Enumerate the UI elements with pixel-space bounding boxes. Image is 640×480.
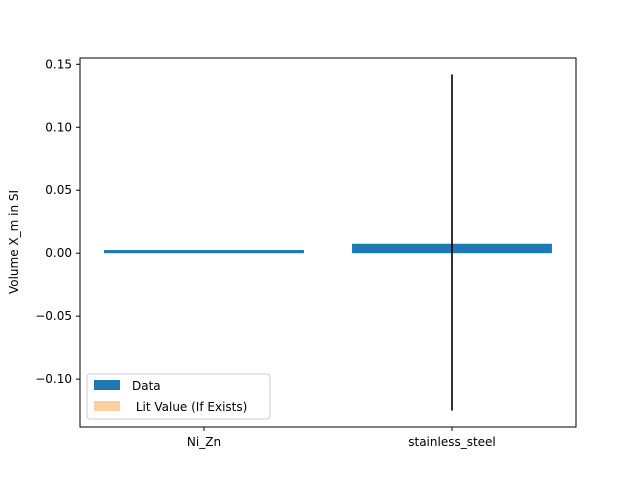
legend-frame <box>86 373 271 420</box>
y-tick-label: 0.05 <box>45 183 72 197</box>
bars-layer <box>104 243 552 254</box>
legend-label-lit-value: Lit Value (If Exists) <box>132 400 247 414</box>
y-tick-label: 0.00 <box>45 246 72 260</box>
y-axis-label: Volume X_m in SI <box>7 190 21 294</box>
plot-frame <box>79 57 577 428</box>
y-tick-label: 0.15 <box>45 57 72 71</box>
bar-data-ni-zn <box>104 250 304 254</box>
x-axis: Ni_Zn stainless_steel <box>187 427 496 449</box>
x-tick-label: stainless_steel <box>408 435 496 449</box>
x-tick-label: Ni_Zn <box>187 435 221 449</box>
legend-label-data: Data <box>132 379 161 393</box>
legend-swatch-lit-value <box>94 401 120 411</box>
y-tick-label: 0.10 <box>45 120 72 134</box>
y-axis: −0.10 −0.05 0.00 0.05 0.10 0.15 <box>35 57 80 386</box>
legend: Data Lit Value (If Exists) <box>86 373 271 420</box>
y-tick-label: −0.10 <box>35 372 72 386</box>
y-tick-label: −0.05 <box>35 309 72 323</box>
legend-swatch-data <box>94 380 120 390</box>
